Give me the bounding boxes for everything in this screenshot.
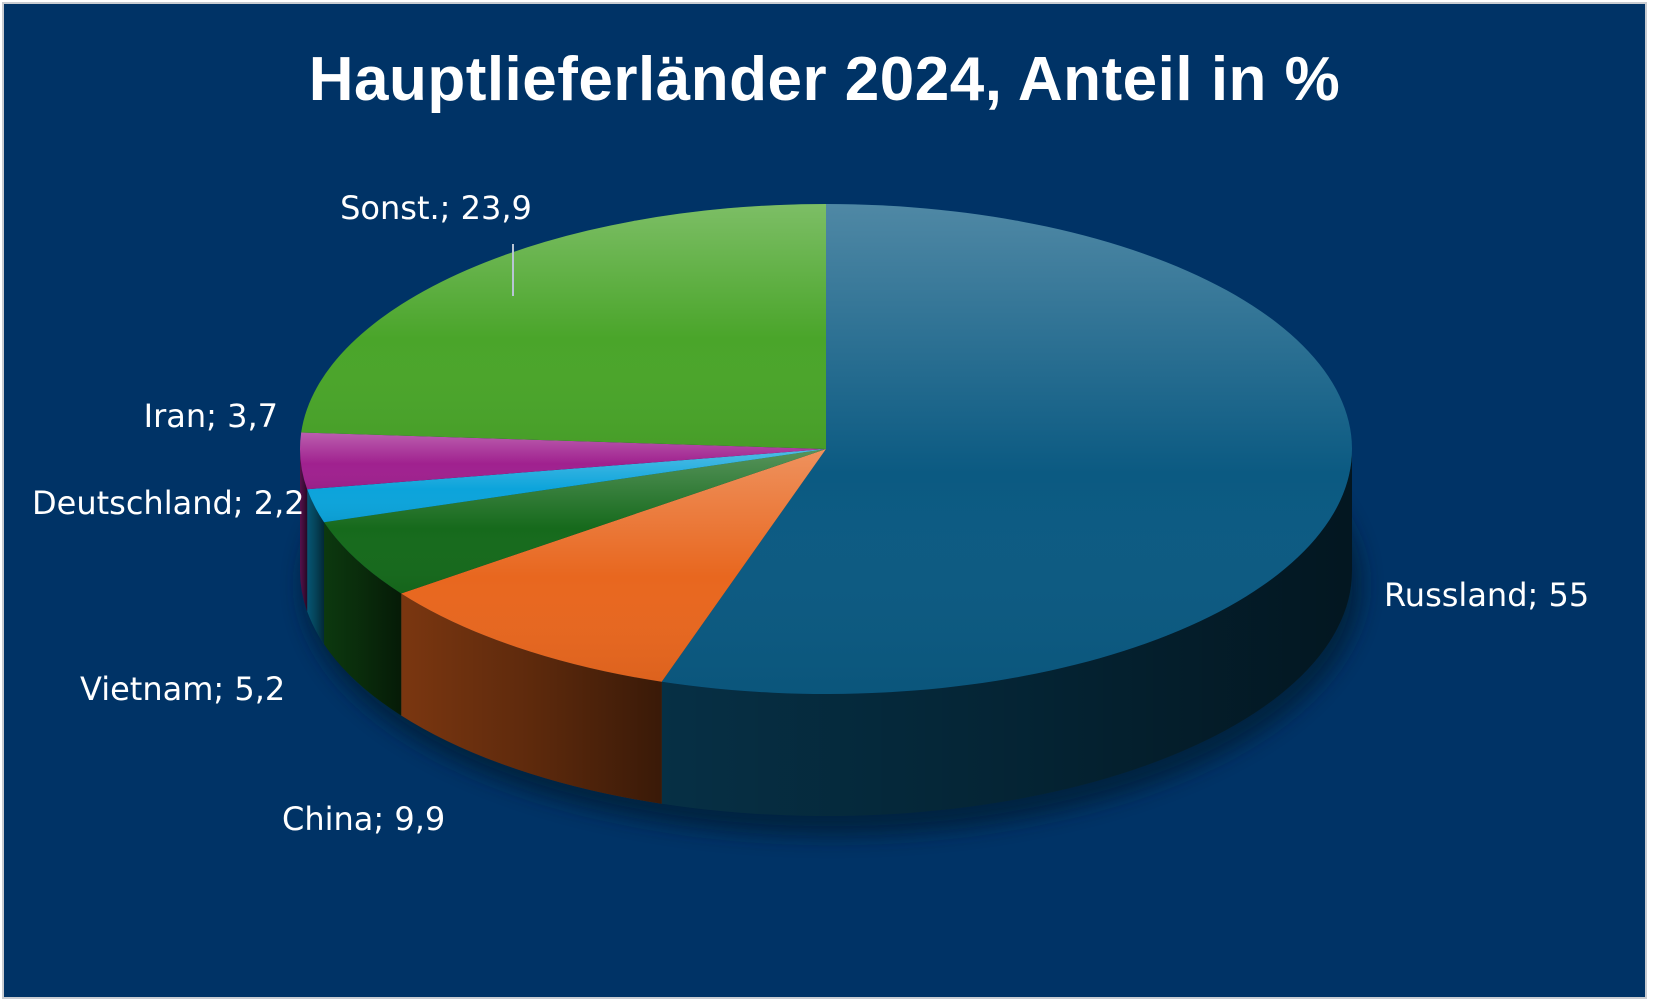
data-label-deutschland: Deutschland; 2,2 <box>32 484 305 522</box>
pie-side-shade <box>300 449 308 612</box>
pie-side-shade <box>324 522 402 716</box>
pie-slice-shade <box>324 449 826 594</box>
pie-slice-shade <box>401 449 826 682</box>
pie-side-shade <box>307 489 325 645</box>
pie-chart: Russland; 55 China; 9,9 Vietnam; 5,2 Deutsc… <box>32 189 1589 838</box>
data-label-china: China; 9,9 <box>282 800 445 838</box>
data-label-iran: Iran; 3,7 <box>144 397 278 435</box>
data-label-russland: Russland; 55 <box>1384 576 1589 614</box>
data-label-sonst: Sonst.; 23,9 <box>340 189 532 227</box>
pie-side-shade <box>401 593 662 804</box>
pie-slice-shade <box>299 432 826 490</box>
chart-title: Hauptlieferländer 2024, Anteil in % <box>308 45 1341 114</box>
pie-side-shade <box>661 449 1352 817</box>
pie-slice-shade <box>661 204 1353 694</box>
pie-slice-shade <box>301 204 827 449</box>
pie-slice-shade <box>307 449 826 523</box>
data-label-vietnam: Vietnam; 5,2 <box>80 670 285 708</box>
